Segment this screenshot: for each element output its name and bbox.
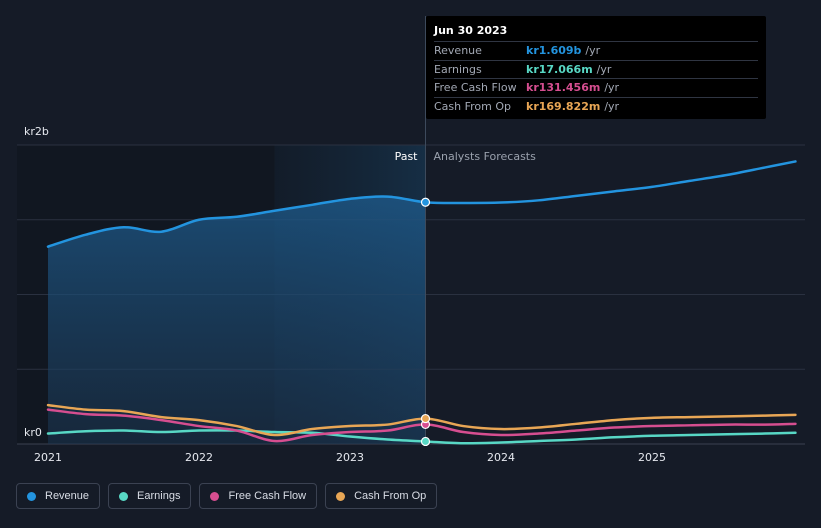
- x-tick-label: 2024: [487, 451, 515, 464]
- tooltip-row-earnings: Earnings kr17.066m /yr: [434, 59, 758, 79]
- legend-item-earnings[interactable]: Earnings: [108, 483, 192, 509]
- legend-label: Cash From Op: [354, 490, 427, 502]
- data-tooltip: Jun 30 2023 Revenue kr1.609b /yr Earning…: [426, 16, 766, 119]
- legend-item-free-cash-flow[interactable]: Free Cash Flow: [199, 483, 318, 509]
- legend-item-cash-from-op[interactable]: Cash From Op: [325, 483, 438, 509]
- x-tick-label: 2022: [185, 451, 213, 464]
- tooltip-unit: /yr: [585, 44, 601, 58]
- tooltip-row-revenue: Revenue kr1.609b /yr: [434, 41, 758, 60]
- tooltip-value: kr169.822m: [526, 99, 601, 113]
- data-point-revenue: [420, 197, 431, 207]
- tooltip-row-cash-from-op: Cash From Op kr169.822m /yr: [434, 96, 758, 116]
- tooltip-value: kr1.609b: [526, 44, 582, 58]
- x-tick-label: 2025: [638, 451, 666, 464]
- tooltip-value: kr131.456m: [526, 81, 601, 95]
- tooltip-value: kr17.066m: [526, 62, 593, 76]
- legend-dot-icon: [210, 491, 220, 501]
- legend-label: Revenue: [45, 490, 90, 502]
- y-tick-label: kr2b: [24, 125, 49, 138]
- forecast-label: Analysts Forecasts: [434, 150, 537, 163]
- legend-dot-icon: [119, 491, 129, 501]
- past-label: Past: [395, 150, 419, 163]
- legend-dot-icon: [336, 491, 346, 501]
- tooltip-date: Jun 30 2023: [434, 24, 508, 37]
- data-point-cash-from-op: [420, 413, 431, 424]
- tooltip-unit: /yr: [604, 99, 620, 113]
- tooltip-unit: /yr: [596, 62, 612, 76]
- x-tick-label: 2021: [34, 451, 62, 464]
- tooltip-label: Free Cash Flow: [434, 81, 517, 95]
- revenue-area: [48, 196, 426, 444]
- legend-label: Earnings: [137, 490, 181, 502]
- tooltip-label: Revenue: [434, 44, 482, 58]
- y-tick-label: kr0: [24, 426, 42, 439]
- legend-dot-icon: [27, 491, 36, 501]
- x-tick-label: 2023: [336, 451, 364, 464]
- legend-label: Free Cash Flow: [228, 490, 307, 502]
- legend: Revenue Earnings Free Cash Flow Cash Fro…: [16, 483, 438, 509]
- tooltip-label: Cash From Op: [434, 99, 512, 113]
- data-point-earnings: [420, 436, 431, 447]
- tooltip-label: Earnings: [434, 62, 482, 76]
- tooltip-unit: /yr: [604, 81, 620, 95]
- legend-item-revenue[interactable]: Revenue: [16, 483, 101, 509]
- tooltip-row-free-cash-flow: Free Cash Flow kr131.456m /yr: [434, 78, 758, 97]
